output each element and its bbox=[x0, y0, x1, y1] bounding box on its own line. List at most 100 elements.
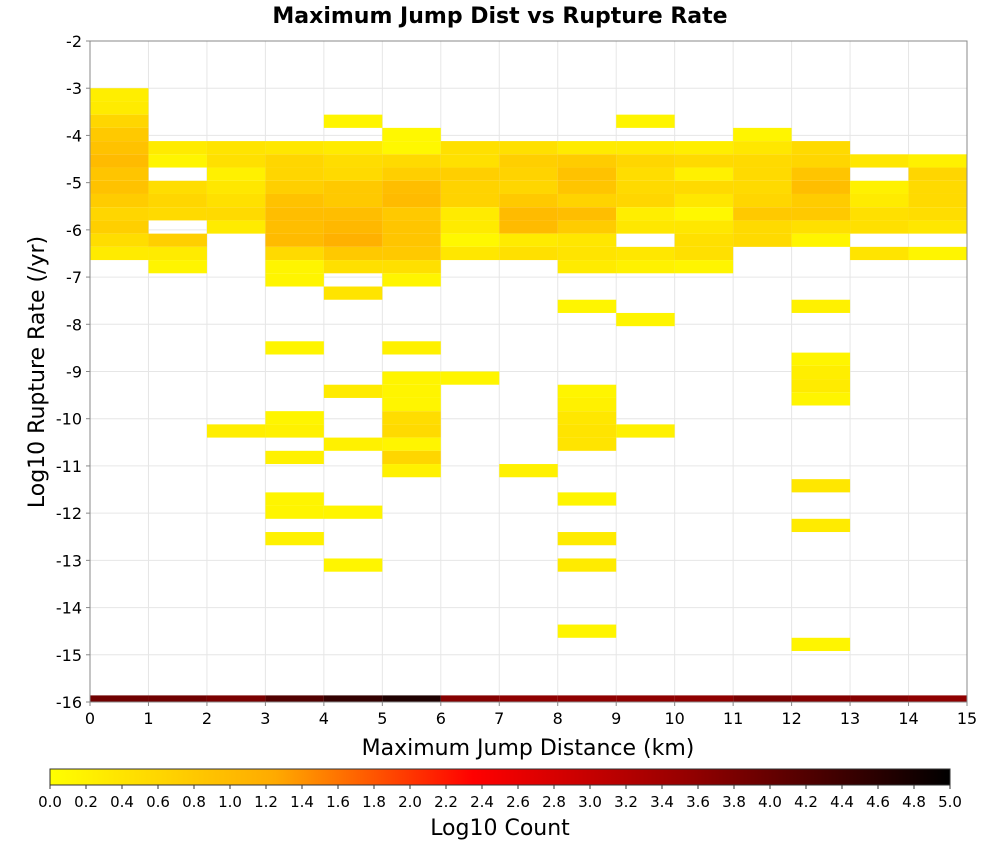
heatmap-cell bbox=[733, 207, 792, 221]
heatmap-cell bbox=[148, 193, 207, 208]
heatmap-cell bbox=[382, 464, 441, 478]
heatmap-cell bbox=[733, 180, 792, 194]
heatmap-cell bbox=[908, 246, 967, 261]
heatmap-cell bbox=[733, 233, 792, 247]
colorbar-tick-label: 2.0 bbox=[398, 793, 422, 811]
y-tick-label: -2 bbox=[66, 32, 82, 51]
heatmap-cell bbox=[206, 154, 266, 168]
heatmap-cell bbox=[265, 246, 324, 261]
heatmap-cell bbox=[440, 154, 500, 168]
y-tick-label: -9 bbox=[66, 363, 82, 382]
heatmap-cell bbox=[791, 154, 851, 168]
heatmap-cell bbox=[499, 464, 558, 478]
heatmap-cell bbox=[499, 207, 558, 221]
heatmap-cell bbox=[265, 532, 324, 546]
heatmap-cell bbox=[382, 233, 441, 247]
heatmap-cell bbox=[733, 154, 792, 168]
heatmap-cell bbox=[90, 193, 149, 208]
heatmap-cell bbox=[148, 180, 207, 194]
heatmap-cell bbox=[908, 207, 967, 221]
x-tick-label: 5 bbox=[377, 709, 387, 728]
heatmap-cell bbox=[323, 167, 383, 181]
colorbar-tick-label: 4.4 bbox=[830, 793, 854, 811]
heatmap-cell-bottom bbox=[850, 695, 909, 702]
heatmap-cell bbox=[382, 371, 441, 385]
heatmap-cell bbox=[674, 193, 734, 208]
heatmap-cell bbox=[148, 246, 207, 261]
heatmap-cell bbox=[674, 154, 734, 168]
heatmap-cell bbox=[90, 220, 149, 234]
heatmap-cell bbox=[382, 220, 441, 234]
colorbar-tick-label: 2.6 bbox=[506, 793, 530, 811]
heatmap-cell bbox=[206, 141, 266, 155]
heatmap-cell bbox=[557, 260, 617, 274]
x-tick-label: 2 bbox=[202, 709, 212, 728]
heatmap-cell bbox=[674, 167, 734, 181]
heatmap-cell bbox=[90, 127, 149, 142]
heatmap-cell bbox=[382, 411, 441, 425]
heatmap-cell bbox=[908, 220, 967, 234]
colorbar-tick-label: 4.6 bbox=[866, 793, 890, 811]
heatmap-cell bbox=[791, 379, 851, 393]
heatmap-cell bbox=[791, 220, 851, 234]
heatmap-cell-bottom bbox=[674, 695, 734, 702]
heatmap-cell bbox=[90, 154, 149, 168]
heatmap-cell bbox=[557, 154, 617, 168]
heatmap-cell bbox=[499, 141, 558, 155]
x-tick-label: 8 bbox=[553, 709, 563, 728]
heatmap-cell bbox=[382, 246, 441, 261]
heatmap-cell bbox=[440, 233, 500, 247]
heatmap-cell bbox=[733, 220, 792, 234]
heatmap-cell bbox=[557, 220, 617, 234]
heatmap-cell bbox=[499, 246, 558, 261]
heatmap-cell-bottom bbox=[382, 695, 441, 702]
heatmap-cell bbox=[616, 141, 675, 155]
heatmap-cell bbox=[265, 450, 324, 465]
heatmap-cell bbox=[499, 220, 558, 234]
heatmap-cell bbox=[90, 88, 149, 102]
heatmap-cell-bottom bbox=[908, 695, 967, 702]
heatmap-cell bbox=[148, 154, 207, 168]
heatmap-cell bbox=[382, 437, 441, 451]
heatmap-cell bbox=[850, 193, 909, 208]
heatmap-cell bbox=[440, 141, 500, 155]
heatmap-cell bbox=[265, 424, 324, 438]
heatmap-cell bbox=[791, 352, 851, 366]
x-tick-label: 15 bbox=[957, 709, 977, 728]
heatmap-cell bbox=[733, 193, 792, 208]
heatmap-cell bbox=[557, 167, 617, 181]
heatmap-cell bbox=[265, 341, 324, 355]
heatmap-cell bbox=[791, 637, 851, 652]
heatmap-cell bbox=[791, 233, 851, 247]
heatmap-cell bbox=[382, 141, 441, 155]
heatmap-cell bbox=[440, 167, 500, 181]
heatmap-cell bbox=[616, 193, 675, 208]
heatmap-cell bbox=[440, 220, 500, 234]
colorbar-tick-label: 4.2 bbox=[794, 793, 818, 811]
heatmap-cell bbox=[90, 233, 149, 247]
y-tick-label: -14 bbox=[56, 599, 82, 618]
heatmap-cell bbox=[616, 167, 675, 181]
x-tick-label: 12 bbox=[781, 709, 801, 728]
x-tick-label: 1 bbox=[143, 709, 153, 728]
colorbar-tick-label: 5.0 bbox=[938, 793, 962, 811]
heatmap-cell bbox=[616, 424, 675, 438]
heatmap-cell bbox=[148, 141, 207, 155]
y-tick-label: -8 bbox=[66, 315, 82, 334]
heatmap-cell bbox=[791, 167, 851, 181]
heatmap-cell bbox=[499, 180, 558, 194]
y-tick-label: -13 bbox=[56, 551, 82, 570]
heatmap-cell bbox=[90, 167, 149, 181]
heatmap-cell bbox=[206, 180, 266, 194]
heatmap-cell bbox=[382, 154, 441, 168]
heatmap-cell bbox=[791, 392, 851, 406]
heatmap-cell bbox=[616, 180, 675, 194]
y-axis-ticks: -2 -3 -4 -5 -6 -7 -8 -9 -10 -11 -12 -13 -14 -15 -16 bbox=[56, 32, 90, 712]
colorbar-tick-label: 0.8 bbox=[182, 793, 206, 811]
colorbar-tick-label: 0.4 bbox=[110, 793, 134, 811]
heatmap-cell bbox=[90, 101, 149, 115]
heatmap-cell bbox=[850, 154, 909, 168]
heatmap-cell bbox=[323, 286, 383, 300]
heatmap-cell bbox=[206, 167, 266, 181]
